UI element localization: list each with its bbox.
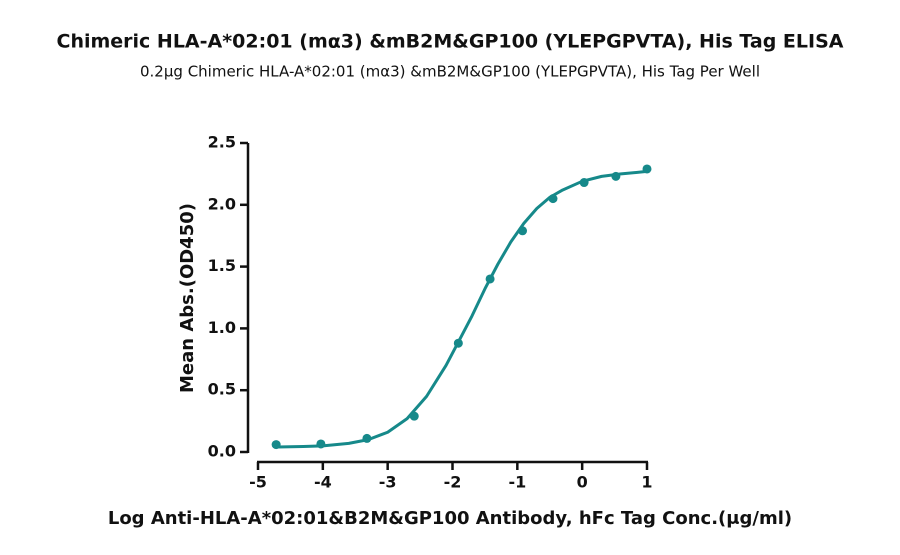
y-tick-label: 2.0	[208, 194, 236, 213]
x-tick-label: -4	[314, 473, 332, 492]
chart-title: Chimeric HLA-A*02:01 (mα3) &mB2M&GP100 (…	[57, 31, 844, 53]
y-tick-label: 1.0	[208, 318, 236, 337]
y-tick-label: 0.5	[208, 380, 236, 399]
y-tick-label: 2.5	[208, 133, 236, 152]
x-tick-label: -1	[508, 473, 526, 492]
fit-curve	[277, 169, 648, 449]
chart-subtitle: 0.2μg Chimeric HLA-A*02:01 (mα3) &mB2M&G…	[140, 63, 760, 81]
x-tick-label: 1	[641, 473, 652, 492]
x-tick-label: -2	[444, 473, 462, 492]
y-axis-label: Mean Abs.(OD450)	[177, 203, 198, 393]
x-axis-label: Log Anti-HLA-A*02:01&B2M&GP100 Antibody,…	[108, 508, 792, 529]
x-tick-label: -5	[249, 473, 267, 492]
y-tick-label: 1.5	[208, 256, 236, 275]
y-tick-label: 0.0	[208, 442, 236, 461]
x-tick-label: -3	[379, 473, 397, 492]
x-tick-label: 0	[577, 473, 588, 492]
